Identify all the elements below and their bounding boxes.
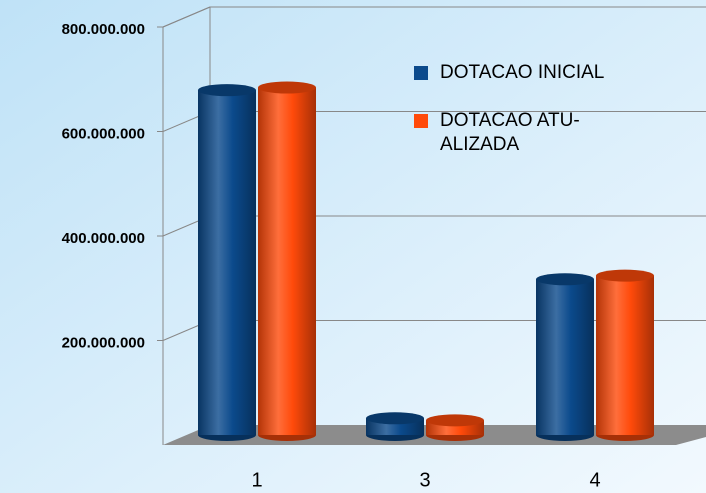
bar bbox=[258, 87, 316, 435]
bar-top bbox=[596, 269, 654, 282]
x-tick-label: 1 bbox=[251, 469, 262, 491]
y-tick-label: 200.000.000 bbox=[62, 334, 145, 351]
x-tick-label: 3 bbox=[419, 469, 430, 491]
bar-top bbox=[198, 84, 256, 97]
bar bbox=[596, 275, 654, 435]
legend-label: DOTACAO ATU- ALIZADA bbox=[440, 110, 580, 155]
x-tick-label: 4 bbox=[589, 469, 600, 491]
grid-line bbox=[162, 6, 211, 28]
bar bbox=[536, 279, 594, 435]
legend-swatch bbox=[414, 66, 428, 80]
bar bbox=[198, 90, 256, 436]
y-tick-label: 400.000.000 bbox=[62, 230, 145, 247]
legend-label-line: DOTACAO ATU- bbox=[440, 110, 580, 131]
legend-label-line: ALIZADA bbox=[440, 134, 520, 155]
bar-top bbox=[426, 414, 484, 427]
y-tick-label: 600.000.000 bbox=[62, 125, 145, 142]
legend-swatch bbox=[414, 114, 428, 128]
legend-label: DOTACAO INICIAL bbox=[440, 62, 604, 83]
bar-top bbox=[366, 412, 424, 425]
bar-top bbox=[536, 273, 594, 286]
bar-top bbox=[258, 81, 316, 94]
y-tick-label: 800.000.000 bbox=[62, 21, 145, 38]
